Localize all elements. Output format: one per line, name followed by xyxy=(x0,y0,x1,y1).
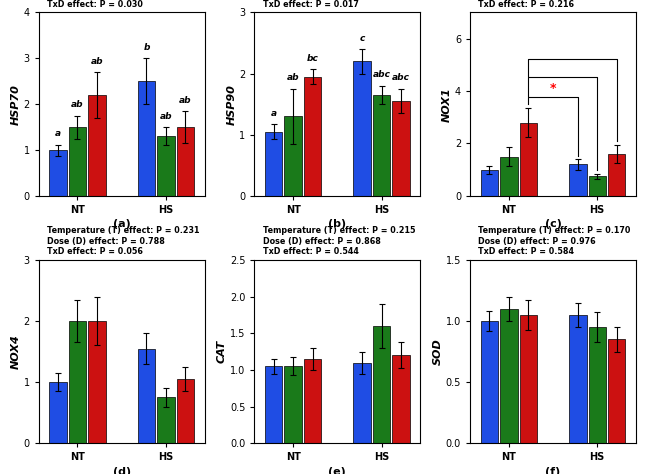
Bar xyxy=(177,379,194,443)
Bar xyxy=(589,176,606,196)
Bar xyxy=(49,382,67,443)
Text: b: b xyxy=(143,43,150,52)
X-axis label: (b): (b) xyxy=(328,219,347,229)
X-axis label: (c): (c) xyxy=(545,219,562,229)
Bar xyxy=(265,366,283,443)
Text: ab: ab xyxy=(160,112,172,121)
Text: *: * xyxy=(550,82,557,95)
Bar xyxy=(353,61,371,196)
Y-axis label: NOX4: NOX4 xyxy=(10,334,21,369)
Text: Temperature (T) effect: P = 0.118
Dose (D) effect: P = 0.711
TxD effect: P = 0.0: Temperature (T) effect: P = 0.118 Dose (… xyxy=(263,0,415,9)
Bar xyxy=(69,127,86,196)
Bar xyxy=(392,356,409,443)
Y-axis label: SOD: SOD xyxy=(433,338,443,365)
Y-axis label: NOX1: NOX1 xyxy=(442,87,452,121)
Text: c: c xyxy=(360,34,365,43)
Text: Temperature (T) effect: P = 0.215
Dose (D) effect: P = 0.868
TxD effect: P = 0.5: Temperature (T) effect: P = 0.215 Dose (… xyxy=(263,227,415,256)
Text: Temperature (T) effect: P = 0.098
Dose (D) effect: P = 0.026
TxD effect: P = 0.2: Temperature (T) effect: P = 0.098 Dose (… xyxy=(478,0,631,9)
Text: Temperature (T) effect: P = 0.170
Dose (D) effect: P = 0.976
TxD effect: P = 0.5: Temperature (T) effect: P = 0.170 Dose (… xyxy=(478,227,630,256)
Bar xyxy=(392,101,409,196)
Text: Temperature (T) effect: P = 0.570
Dose (D) effect: P = 0.513
TxD effect: P = 0.0: Temperature (T) effect: P = 0.570 Dose (… xyxy=(47,0,199,9)
Bar xyxy=(284,366,302,443)
X-axis label: (d): (d) xyxy=(112,466,131,474)
Bar xyxy=(88,321,105,443)
Bar xyxy=(284,117,302,196)
Text: ab: ab xyxy=(179,96,192,105)
Text: bc: bc xyxy=(307,54,318,63)
Bar xyxy=(49,150,67,196)
Bar xyxy=(373,95,390,196)
Bar xyxy=(353,363,371,443)
Bar xyxy=(500,309,517,443)
X-axis label: (e): (e) xyxy=(328,466,346,474)
Bar xyxy=(138,81,155,196)
Bar xyxy=(304,359,321,443)
Bar xyxy=(157,398,175,443)
Text: ab: ab xyxy=(90,57,103,66)
Y-axis label: HSP90: HSP90 xyxy=(226,84,236,125)
Bar xyxy=(608,154,625,196)
Bar xyxy=(69,321,86,443)
Y-axis label: CAT: CAT xyxy=(217,340,227,363)
Text: a: a xyxy=(271,109,277,118)
Y-axis label: HSP70: HSP70 xyxy=(10,84,21,125)
Bar xyxy=(304,77,321,196)
Bar xyxy=(519,315,537,443)
X-axis label: (a): (a) xyxy=(112,219,131,229)
Bar xyxy=(519,122,537,196)
Bar xyxy=(177,127,194,196)
Text: a: a xyxy=(55,129,61,138)
Bar xyxy=(138,348,155,443)
Text: abc: abc xyxy=(392,73,410,82)
Bar xyxy=(589,327,606,443)
Bar xyxy=(569,315,587,443)
Bar xyxy=(569,164,587,196)
Bar xyxy=(373,326,390,443)
X-axis label: (f): (f) xyxy=(545,466,560,474)
Bar xyxy=(88,95,105,196)
Bar xyxy=(481,170,498,196)
Text: Temperature (T) effect: P = 0.231
Dose (D) effect: P = 0.788
TxD effect: P = 0.0: Temperature (T) effect: P = 0.231 Dose (… xyxy=(47,227,199,256)
Bar xyxy=(481,321,498,443)
Bar xyxy=(608,339,625,443)
Bar xyxy=(157,137,175,196)
Text: ab: ab xyxy=(287,73,300,82)
Bar xyxy=(500,156,517,196)
Bar xyxy=(265,132,283,196)
Text: ab: ab xyxy=(71,100,84,109)
Text: abc: abc xyxy=(373,71,390,80)
